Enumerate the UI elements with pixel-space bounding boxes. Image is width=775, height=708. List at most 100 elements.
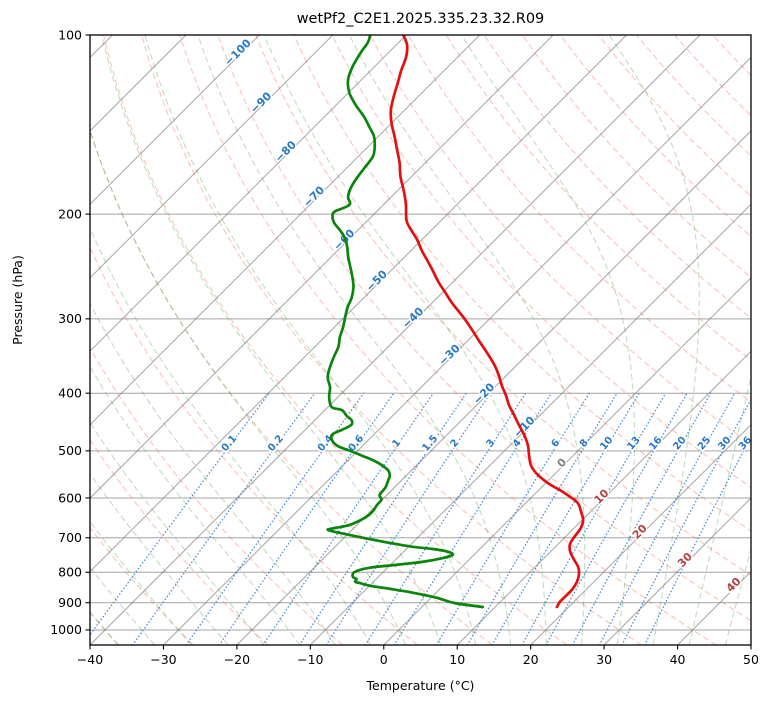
- mixing-ratio-line: [644, 435, 751, 645]
- moist-adiabat-line: [263, 35, 547, 645]
- dry-adiabat-line: [750, 35, 751, 37]
- dry-adiabat-line: [369, 35, 751, 445]
- isotherm-label: 40: [724, 575, 744, 595]
- mixing-ratio-line: [571, 392, 712, 645]
- mixing-ratio-label: 3: [484, 437, 497, 449]
- isotherm-label: 0: [555, 455, 570, 470]
- moist-adiabat-line: [90, 129, 407, 645]
- dry-adiabat-line: [141, 35, 642, 645]
- isotherm-label: −80: [272, 138, 299, 165]
- moist-adiabat-line: [348, 35, 586, 645]
- isotherm-lines: [90, 35, 751, 645]
- y-tick-label: 400: [58, 385, 82, 400]
- mixing-ratio-line: [218, 392, 395, 645]
- mixing-ratio-line: [298, 392, 467, 645]
- isotherm-line: [90, 35, 481, 426]
- isotherm-line: [603, 497, 751, 645]
- moist-adiabat-line: [144, 35, 477, 645]
- y-tick-label: 1000: [50, 622, 82, 637]
- x-tick-label: 20: [523, 652, 539, 667]
- isotherm-label: −90: [248, 89, 275, 116]
- isotherm-label: −20: [471, 380, 498, 407]
- dewpoint-line: [326, 35, 485, 609]
- isotherm-label: −100: [222, 36, 254, 68]
- isotherm-line: [90, 35, 187, 132]
- dry-adiabat-line: [90, 128, 493, 645]
- dry-adiabat-line: [521, 35, 751, 278]
- x-tick-labels: −40 −30 −20 −10 0 10 20 30 40 50: [77, 645, 759, 667]
- dry-adiabat-line: [217, 35, 751, 622]
- x-tick-label: 10: [449, 652, 465, 667]
- moist-adiabat-line: [90, 472, 229, 645]
- y-tick-label: 700: [58, 530, 82, 545]
- chart-title: wetPf2_C2E1.2025.335.23.32.R09: [297, 11, 545, 27]
- dewpoint-curve: [326, 35, 485, 609]
- moist-adiabat-line: [608, 35, 700, 645]
- mixing-ratio-line: [325, 392, 492, 645]
- mixing-ratio-line: [393, 392, 553, 645]
- dry-adiabat-line: [407, 35, 751, 403]
- mixing-ratio-label: 10: [598, 435, 615, 453]
- mixing-ratio-line: [598, 392, 736, 645]
- isotherm-line: [90, 35, 334, 279]
- y-tick-label: 900: [58, 595, 82, 610]
- y-tick-label: 300: [58, 311, 82, 326]
- isotherm-label: −40: [400, 304, 427, 331]
- moist-adiabat-line: [90, 302, 336, 645]
- mixing-ratio-line: [90, 392, 270, 636]
- dry-adiabat-line: [179, 35, 717, 645]
- moist-adiabat-line: [197, 35, 512, 645]
- moist-adiabat-line: [90, 421, 265, 645]
- dry-adiabat-line: [483, 35, 751, 320]
- y-tick-labels: 100 200 300 400 500 600 700 800 900 1000: [50, 27, 90, 637]
- isotherm-line: [90, 35, 407, 352]
- moist-adiabat-line: [90, 520, 192, 645]
- mixing-ratio-line: [521, 392, 667, 645]
- isotherm-line: [90, 35, 260, 206]
- isotherm-label: −70: [301, 183, 328, 210]
- dry-adiabat-line: [103, 35, 568, 645]
- dry-adiabat-line: [90, 246, 418, 645]
- isotherm-line: [677, 570, 751, 645]
- x-tick-label: −30: [150, 652, 176, 667]
- dry-adiabat-line: [255, 35, 751, 577]
- isotherm-line: [750, 644, 751, 645]
- isotherm-line: [236, 130, 751, 645]
- moist-adiabat-line: [762, 35, 775, 645]
- isotherm-line: [530, 423, 751, 645]
- temperature-curve: [389, 35, 585, 609]
- x-tick-label: 0: [380, 652, 388, 667]
- moist-adiabat-line: [461, 35, 635, 645]
- mixing-ratio-label: 20: [671, 435, 688, 453]
- isotherm-line: [383, 277, 751, 645]
- plot-border: [89, 34, 752, 646]
- mixing-ratio-label: 6: [550, 437, 563, 449]
- y-tick-label: 500: [58, 443, 82, 458]
- moist-adiabat-line: [90, 226, 372, 645]
- dry-adiabat-line: [559, 35, 751, 238]
- isotherm-line: [90, 35, 554, 499]
- x-axis-label: Temperature (°C): [366, 678, 475, 693]
- temperature-line: [389, 35, 585, 609]
- y-tick-label: 800: [58, 565, 82, 580]
- isotherm-line: [163, 56, 751, 645]
- dry-adiabat-line: [712, 35, 751, 77]
- mixing-ratio-line: [364, 392, 527, 645]
- mixing-ratio-line: [545, 392, 688, 645]
- x-tick-label: 30: [596, 652, 612, 667]
- mixing-ratio-line: [262, 392, 434, 645]
- isotherm-label: 30: [675, 550, 695, 570]
- mixing-ratio-label: 13: [625, 435, 642, 453]
- dry-adiabat-line: [90, 438, 269, 645]
- x-tick-label: 40: [670, 652, 686, 667]
- moist-adiabat-line: [101, 35, 442, 645]
- mixing-ratio-line: [466, 392, 618, 645]
- y-tick-label: 200: [58, 206, 82, 221]
- mixing-ratio-label: 30: [716, 435, 733, 453]
- dry-adiabat-line: [90, 526, 194, 645]
- isotherm-label: 20: [630, 522, 650, 542]
- moist-adiabat-line: [688, 373, 751, 645]
- dry-adiabat-line: [445, 35, 751, 361]
